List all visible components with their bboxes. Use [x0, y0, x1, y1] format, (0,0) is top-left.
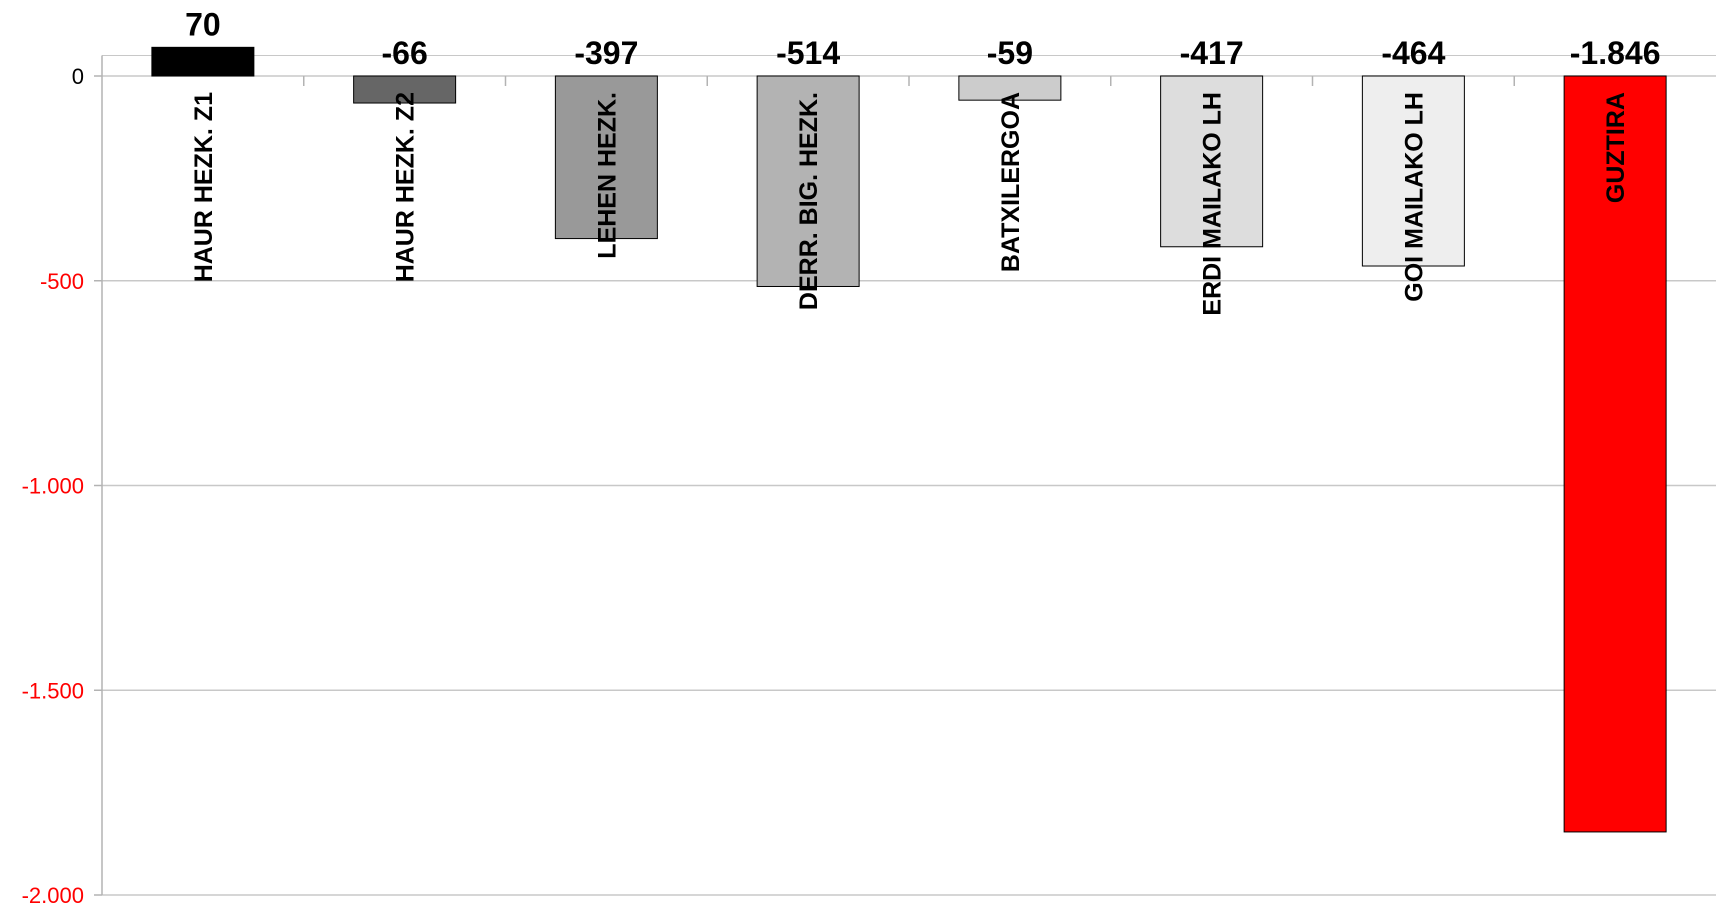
- category-label-7: GOI MAILAKO LH: [1400, 92, 1428, 302]
- bar-8: [1563, 75, 1667, 833]
- y-tick-label: -1.500: [22, 678, 84, 703]
- gridlines: [102, 55, 1716, 896]
- y-tick-label: -500: [40, 269, 84, 294]
- value-label-4: -514: [776, 35, 840, 71]
- bar-3: [554, 75, 658, 240]
- value-label-6: -417: [1180, 35, 1244, 71]
- value-label-8: -1.846: [1570, 35, 1661, 71]
- bars: [151, 46, 1667, 833]
- value-label-7: -464: [1381, 35, 1445, 71]
- y-tick-label: 0: [72, 64, 84, 89]
- value-label-2: -66: [382, 35, 428, 71]
- bar-4: [756, 75, 860, 287]
- category-label-5: BATXILERGOA: [997, 92, 1025, 272]
- value-labels: 70 -66 -397 -514 -59 -417 -464 -1.846: [185, 6, 1660, 71]
- y-tick-label: -2.000: [22, 883, 84, 906]
- value-label-3: -397: [574, 35, 638, 71]
- category-label-1: HAUR HEZK. Z1: [190, 92, 218, 282]
- bar-7: [1361, 75, 1465, 267]
- category-label-4: DERR. BIG. HEZK.: [795, 92, 823, 310]
- value-label-1: 70: [185, 6, 221, 42]
- y-tick-label: -1.000: [22, 474, 84, 499]
- y-axis: 0 -500 -1.000 -1.500 -2.000: [22, 55, 1515, 906]
- category-label-2: HAUR HEZK. Z2: [392, 92, 420, 282]
- bar-5: [958, 75, 1062, 101]
- category-label-6: ERDI MAILAKO LH: [1199, 92, 1227, 316]
- bar-2: [353, 75, 457, 104]
- bar-6: [1160, 75, 1264, 248]
- category-labels: HAUR HEZK. Z1 HAUR HEZK. Z2 LEHEN HEZK. DER…: [190, 92, 1630, 316]
- value-label-5: -59: [987, 35, 1033, 71]
- category-label-8: GUZTIRA: [1602, 92, 1630, 203]
- bar-1: [151, 46, 255, 77]
- category-label-3: LEHEN HEZK.: [593, 92, 621, 259]
